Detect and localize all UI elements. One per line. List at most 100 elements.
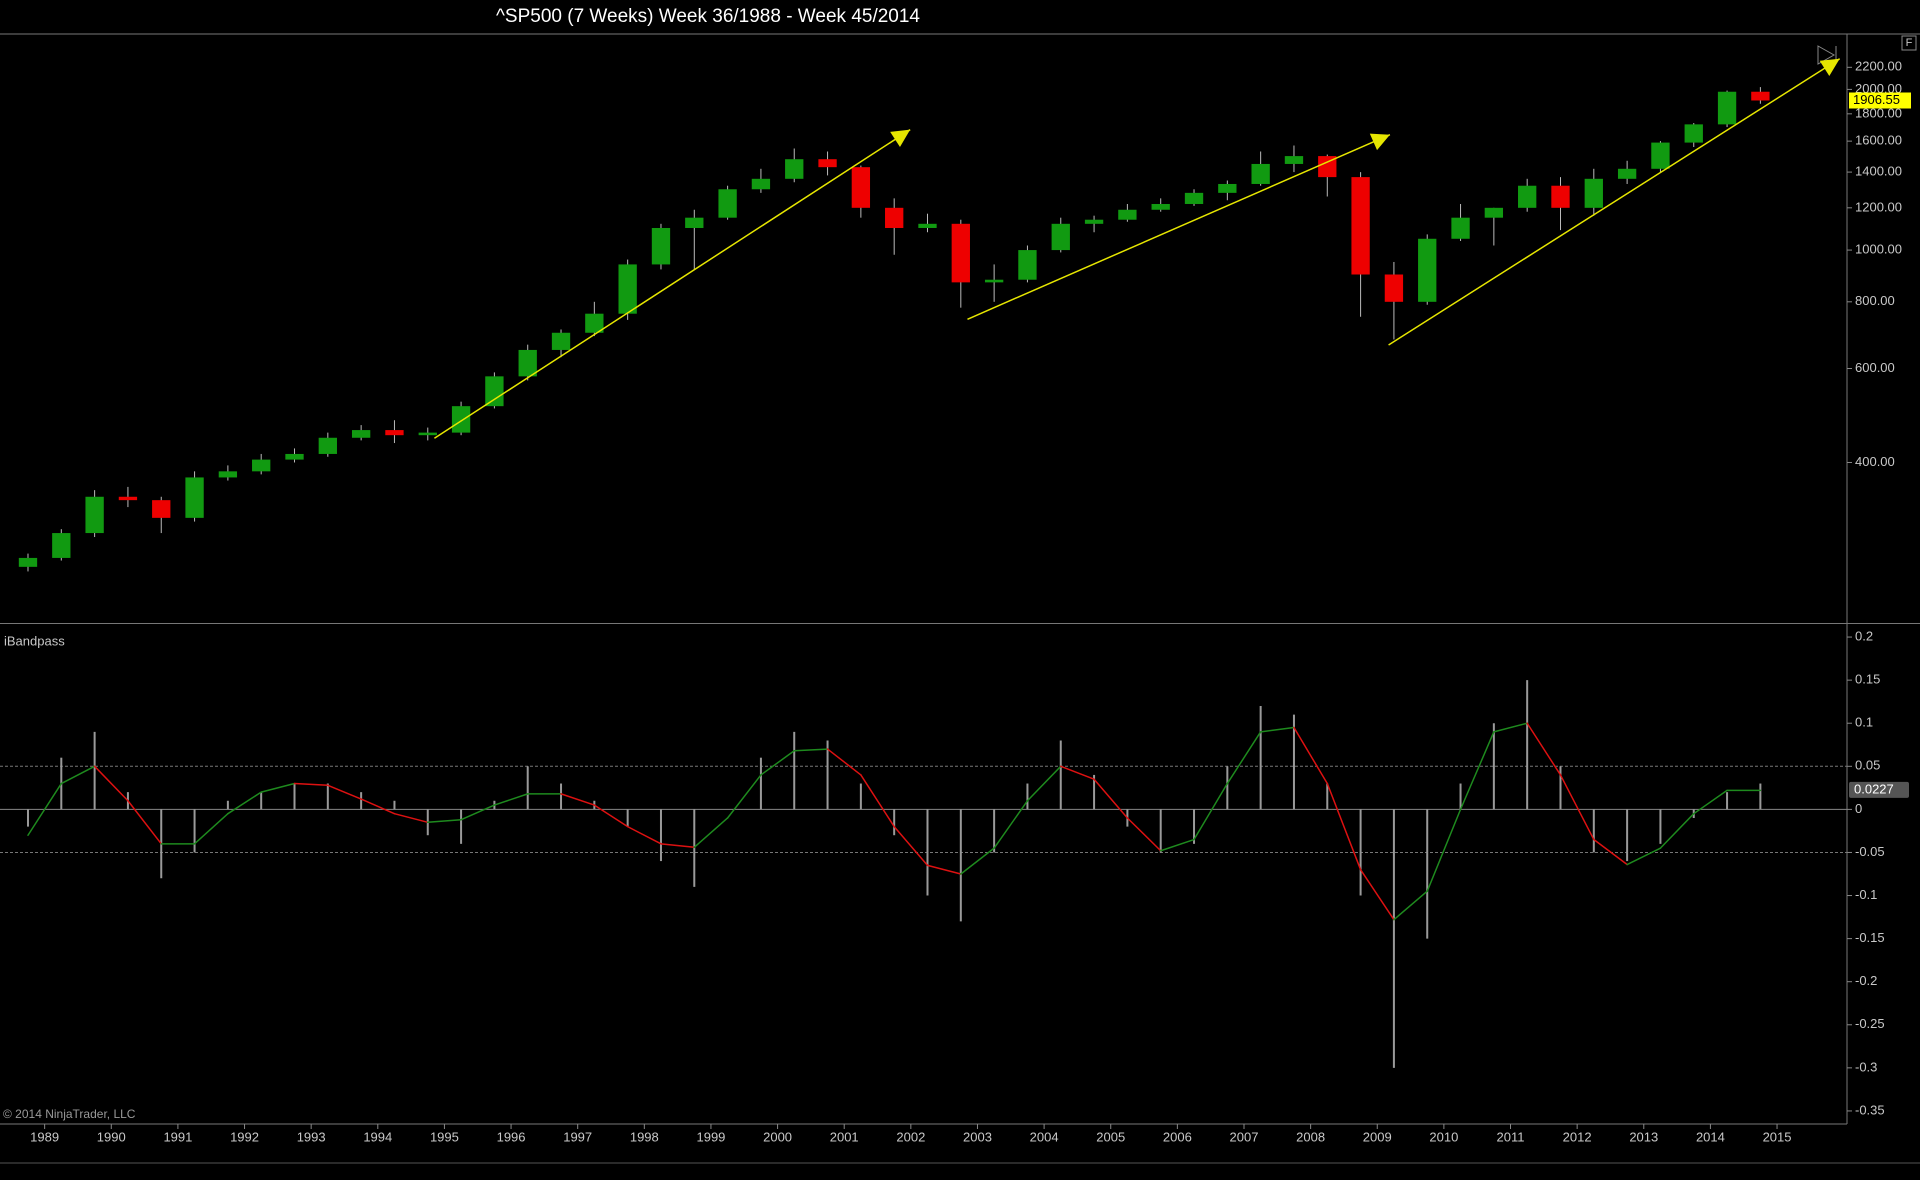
bandpass-line [227,791,262,815]
candle-body [984,279,1004,283]
current-value-box [1849,781,1909,798]
candle-body [1617,168,1637,179]
bandpass-line [1193,782,1229,841]
copyright: © 2014 NinjaTrader, LLC [3,1107,136,1121]
trend-line [967,134,1391,320]
x-tick-label: 2010 [1429,1129,1458,1144]
bandpass-line [1326,782,1362,871]
bandpass-line [1593,838,1628,866]
x-tick-label: 2004 [1030,1129,1059,1144]
candle-body [1084,219,1104,224]
bandpass-line [1559,774,1595,841]
trend-arrow-head [1819,58,1840,76]
candle-body [585,313,604,333]
x-tick-label: 1995 [430,1129,459,1144]
y-tick-label: -0.25 [1855,1016,1885,1031]
candle-body [1251,163,1270,184]
x-tick-label: 2002 [896,1129,925,1144]
bandpass-line [1259,726,1295,733]
candle-body [1418,238,1437,302]
bandpass-line [626,825,662,845]
candle-body [318,437,337,454]
candle-body [1018,250,1037,280]
candle-body [1351,177,1370,275]
bandpass-line [493,793,529,806]
x-tick-label: 2014 [1696,1129,1725,1144]
x-tick-label: 2015 [1763,1129,1792,1144]
bandpass-line [893,825,929,867]
y-tick-label: 800.00 [1855,293,1895,308]
y-tick-label: 1800.00 [1855,105,1902,120]
y-tick-label: -0.3 [1855,1059,1877,1074]
candle-body [1151,203,1170,210]
x-tick-label: 1993 [297,1129,326,1144]
bandpass-line [427,818,462,824]
panel-button[interactable] [1901,35,1917,51]
x-tick-label: 2006 [1163,1129,1192,1144]
candle-body [685,217,704,228]
panel-button-label[interactable]: F [1906,37,1913,49]
y-tick-label: -0.05 [1855,844,1885,859]
bandpass-line [793,748,829,752]
trend-arrow-head [890,129,911,148]
x-tick-label: 1992 [230,1129,259,1144]
bandpass-line [393,812,429,824]
y-tick-label: 400.00 [1855,454,1895,469]
candle-body [551,332,571,350]
bandpass-line [60,765,96,785]
bandpass-line [1459,731,1495,811]
bandpass-line [860,774,895,828]
x-tick-label: 2007 [1230,1129,1259,1144]
candle-body [1118,209,1137,220]
candle-body [1484,207,1504,218]
bandpass-line [960,847,995,875]
x-tick-label: 1996 [497,1129,526,1144]
candle-body [1051,223,1070,251]
candle-body [118,496,138,501]
bandpass-line [193,812,229,845]
y-tick-label: 1200.00 [1855,199,1902,214]
candle-body [785,159,804,179]
candle-body [52,533,71,558]
bandpass-line [1060,765,1095,780]
candle-body [418,432,437,436]
candle-body [218,471,238,478]
candle-body [751,178,771,190]
candle-body [1684,124,1703,143]
bandpass-line [1226,731,1262,785]
y-tick-label: 2000.00 [1855,81,1902,96]
bandpass-line [1093,778,1129,819]
bandpass-line [660,843,696,849]
candle-body [885,207,904,228]
candle-body [1584,178,1603,208]
bandpass-line [926,864,962,875]
y-tick-label: 0.1 [1855,715,1873,730]
last-price-box [1849,92,1911,109]
candle-body [1451,217,1470,239]
bandpass-line [1393,890,1428,921]
candle-body [1717,91,1737,125]
y-tick-label: 0 [1855,801,1862,816]
candle-body [1284,156,1304,164]
candle-body [1651,142,1670,169]
x-tick-label: 1989 [30,1129,59,1144]
x-tick-label: 2003 [963,1129,992,1144]
bandpass-line [1493,722,1528,733]
bandpass-line [560,793,596,806]
candle-body [485,376,504,407]
candle-body [85,496,104,534]
candle-body [1751,91,1770,101]
candle-body [1218,183,1237,193]
trend-arrow-head [1369,133,1390,151]
x-tick-label: 1997 [563,1129,592,1144]
candle-body [1551,185,1570,208]
chart-title: ^SP500 (7 Weeks) Week 36/1988 - Week 45/… [496,6,920,27]
candle-body [252,459,271,472]
bandpass-line [726,774,762,819]
candle-body [818,159,837,168]
x-tick-label: 2008 [1296,1129,1325,1144]
x-tick-label: 1990 [97,1129,126,1144]
y-tick-label: 600.00 [1855,360,1895,375]
